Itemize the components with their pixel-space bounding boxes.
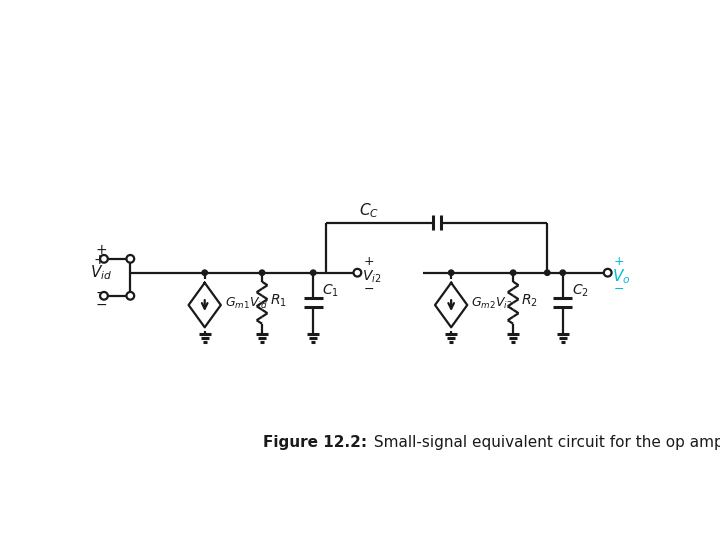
Circle shape [259,270,265,275]
Text: Figure 12.2:: Figure 12.2: [264,435,367,450]
Text: −: − [614,283,624,296]
Circle shape [100,292,108,300]
Text: −: − [95,298,107,312]
Text: $R_1$: $R_1$ [270,292,287,309]
Text: $C_1$: $C_1$ [323,283,339,299]
Circle shape [544,270,550,275]
Circle shape [604,269,611,276]
Text: $V_{id}$: $V_{id}$ [90,264,112,282]
Text: $V_o$: $V_o$ [612,267,631,286]
Text: $G_{m2}V_{i2}$: $G_{m2}V_{i2}$ [472,296,513,311]
Text: −: − [364,283,374,296]
Circle shape [510,270,516,275]
Text: $G_{m1}V_{id}$: $G_{m1}V_{id}$ [225,296,268,311]
Circle shape [310,270,316,275]
Circle shape [100,255,108,262]
Text: $V_{i2}$: $V_{i2}$ [362,268,382,285]
Circle shape [354,269,361,276]
Circle shape [449,270,454,275]
Text: $C_2$: $C_2$ [572,283,589,299]
Text: −: − [95,286,107,300]
Circle shape [127,255,134,262]
Text: Small-signal equivalent circuit for the op amp in Fig. 12.1.: Small-signal equivalent circuit for the … [369,435,720,450]
Circle shape [560,270,565,275]
Text: $C_C$: $C_C$ [359,201,379,220]
Text: $R_2$: $R_2$ [521,292,538,309]
Text: +: + [614,255,624,268]
Text: +: + [364,255,374,268]
Circle shape [127,292,134,300]
Text: +: + [95,242,107,256]
Text: +: + [94,253,105,267]
Circle shape [202,270,207,275]
